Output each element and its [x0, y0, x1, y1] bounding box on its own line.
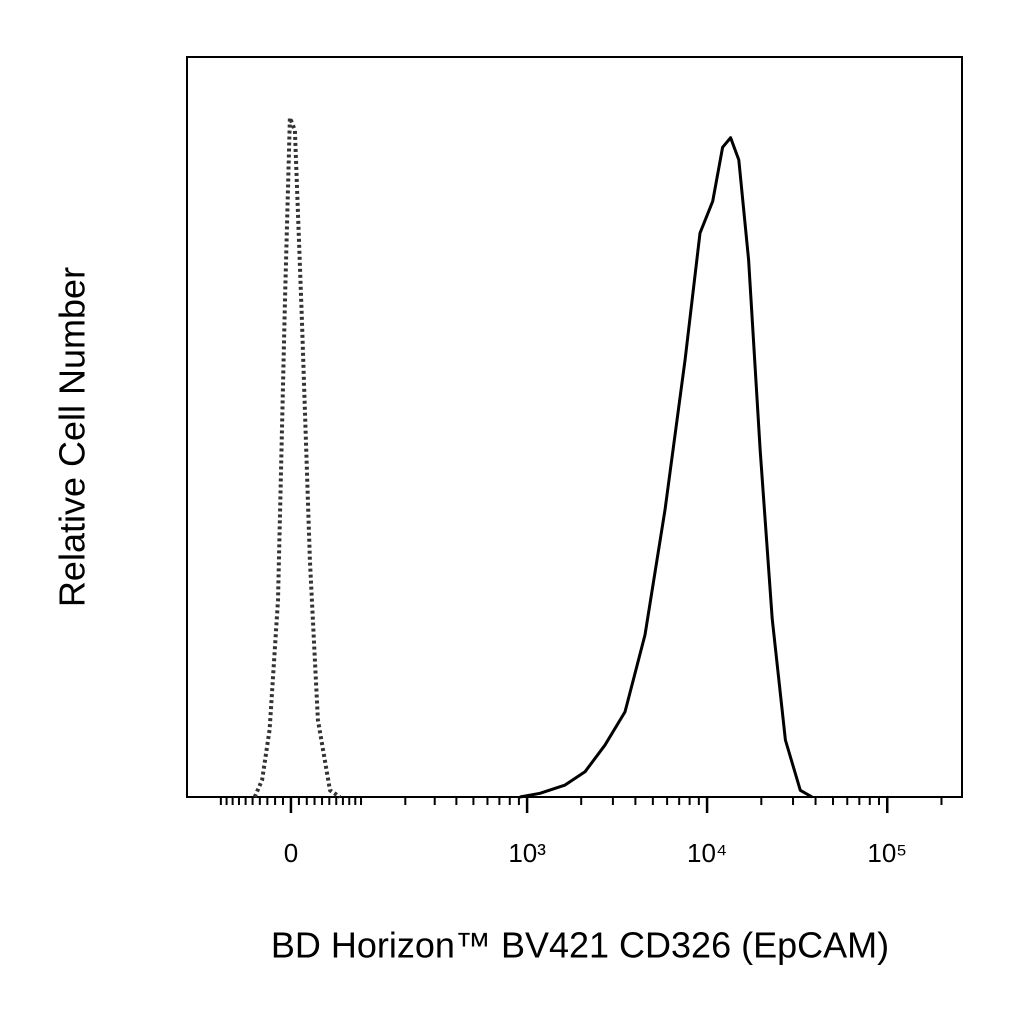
x-tick-label: 10⁴: [687, 838, 727, 868]
histogram-line: [252, 115, 342, 799]
plot-frame: [186, 56, 963, 798]
x-tick-label: 0: [284, 838, 298, 868]
x-tick-label: 10³: [508, 838, 546, 868]
histogram-line: [519, 136, 813, 799]
x-axis-label: BD Horizon™ BV421 CD326 (EpCAM): [271, 925, 889, 966]
x-tick-label: 10⁵: [867, 838, 907, 868]
y-axis-label: Relative Cell Number: [52, 267, 93, 607]
